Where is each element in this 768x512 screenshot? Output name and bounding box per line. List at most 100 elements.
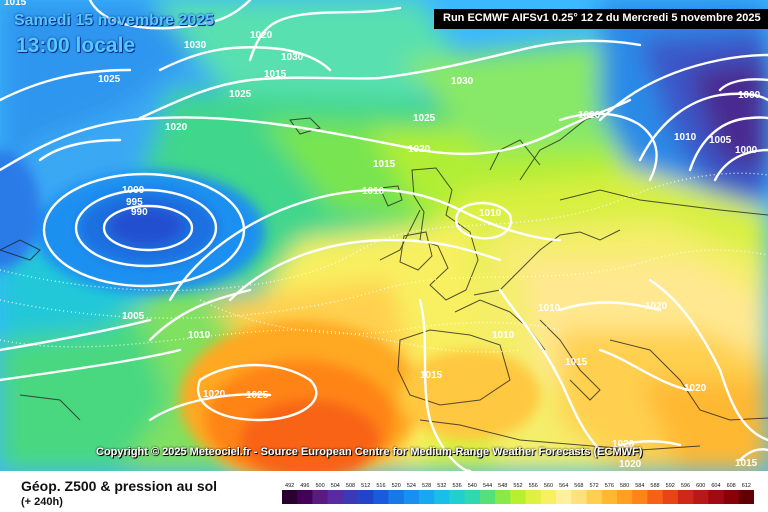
scale-swatch xyxy=(616,490,633,504)
run-info-label: Run ECMWF AIFSv1 0.25° 12 Z du Mercredi … xyxy=(443,12,761,24)
isobar-label: 1015 xyxy=(565,357,588,368)
scale-swatch xyxy=(342,490,359,504)
isobar-label: 1020 xyxy=(612,439,635,450)
scale-tick-label: 544 xyxy=(483,483,492,489)
scale-tick-label: 576 xyxy=(605,483,614,489)
scale-swatch xyxy=(312,490,328,504)
scale-tick-label: 536 xyxy=(453,483,462,489)
scale-tick-label: 580 xyxy=(620,483,629,489)
scale-tick-label: 596 xyxy=(681,483,690,489)
map-title: Géop. Z500 & pression au sol xyxy=(21,478,218,494)
isobar-label: 1000 xyxy=(735,145,758,156)
isobar-label: 1010 xyxy=(362,186,385,197)
scale-tick-label: 612 xyxy=(742,483,751,489)
scale-swatch xyxy=(647,490,663,504)
scale-tick-label: 492 xyxy=(285,483,294,489)
scale-tick-label: 564 xyxy=(559,483,568,489)
isobar-label: 1005 xyxy=(709,135,732,146)
scale-tick-label: 528 xyxy=(422,483,431,489)
scale-swatch xyxy=(540,490,557,504)
isobar-label: 1010 xyxy=(479,208,502,219)
scale-swatch xyxy=(282,490,298,504)
run-info-box xyxy=(434,9,768,29)
z500-contours xyxy=(0,172,768,353)
isobar-label: 1015 xyxy=(420,370,443,381)
scale-tick-label: 572 xyxy=(590,483,599,489)
scale-tick-label: 524 xyxy=(407,483,416,489)
scale-tick-label: 532 xyxy=(437,483,446,489)
scale-tick-label: 552 xyxy=(513,483,522,489)
isobar-label: 990 xyxy=(131,207,148,218)
scale-swatch xyxy=(708,490,724,504)
isobar-label: 1025 xyxy=(98,74,121,85)
isobar-label: 1020 xyxy=(645,301,668,312)
scale-swatch xyxy=(586,490,603,504)
scale-tick-label: 588 xyxy=(650,483,659,489)
weather-map: 1015 1030 1020 1030 1025 1025 1015 1030 … xyxy=(0,0,768,471)
scale-tick-label: 508 xyxy=(346,483,355,489)
scale-swatch xyxy=(373,490,389,504)
scale-tick-label: 540 xyxy=(468,483,477,489)
scale-tick-label: 512 xyxy=(361,483,370,489)
scale-swatch xyxy=(510,490,526,504)
scale-swatch xyxy=(556,490,572,504)
scale-tick-label: 520 xyxy=(392,483,401,489)
isobar-label: 1025 xyxy=(413,113,436,124)
isobar-label: 1030 xyxy=(451,76,474,87)
isobar-label: 1015 xyxy=(264,69,287,80)
isobar-label: 1010 xyxy=(492,330,515,341)
scale-swatch xyxy=(358,490,374,504)
scale-tick-label: 592 xyxy=(666,483,675,489)
isobar-label: 1020 xyxy=(619,459,642,470)
scale-swatch xyxy=(495,490,511,504)
isobar-label: 1030 xyxy=(281,52,304,63)
scale-swatch xyxy=(479,490,496,504)
isobar-labels: 1015 1030 1020 1030 1025 1025 1015 1030 … xyxy=(4,0,761,470)
color-scale-legend: 492 496 500 504 508 512 516 520 524 528 532 536 540 5… xyxy=(282,483,754,504)
scale-tick-label: 516 xyxy=(376,483,385,489)
scale-tick-label: 496 xyxy=(300,483,309,489)
scale-swatch xyxy=(693,490,709,504)
scale-swatch xyxy=(449,490,466,504)
scale-tick-label: 500 xyxy=(315,483,324,489)
scale-swatch xyxy=(434,490,450,504)
isobar-label: 1010 xyxy=(538,303,561,314)
scale-swatch xyxy=(738,490,754,504)
copyright-notice: Copyright © 2025 Meteociel.fr - Source E… xyxy=(96,446,643,458)
scale-tick-label: 608 xyxy=(727,483,736,489)
scale-swatch xyxy=(464,490,481,504)
scale-swatch xyxy=(571,490,587,504)
isobar-label: 1030 xyxy=(184,40,207,51)
isobar-label: 1020 xyxy=(203,389,226,400)
isobar-label: 1020 xyxy=(250,30,273,41)
scale-tick-label: 556 xyxy=(529,483,538,489)
coastlines xyxy=(0,109,768,451)
scale-swatch xyxy=(403,490,420,504)
forecast-time: 13:00 locale xyxy=(16,34,136,57)
scale-tick-label: 600 xyxy=(696,483,705,489)
isobars xyxy=(0,0,768,471)
isobar-label: 1015 xyxy=(4,0,27,8)
isobar-label: 1025 xyxy=(246,390,269,401)
isobar-label: 1010 xyxy=(188,330,211,341)
scale-swatch xyxy=(677,490,694,504)
isobar-label: 1020 xyxy=(165,122,188,133)
isobar-label: 1025 xyxy=(229,89,252,100)
isobar-label: 1000 xyxy=(122,185,145,196)
scale-tick-label: 568 xyxy=(574,483,583,489)
scale-tick-label: 584 xyxy=(635,483,644,489)
scale-tick-label: 504 xyxy=(331,483,340,489)
isobar-label: 1020 xyxy=(684,383,707,394)
isobar-label: 1015 xyxy=(735,458,758,469)
scale-swatch xyxy=(662,490,679,504)
scale-swatch xyxy=(419,490,435,504)
scale-tick-label: 560 xyxy=(544,483,553,489)
isobar-label: 1020 xyxy=(408,144,431,155)
scale-swatch xyxy=(388,490,405,504)
forecast-lead-time: (+ 240h) xyxy=(21,496,63,508)
scale-swatch xyxy=(297,490,313,504)
scale-swatch xyxy=(632,490,648,504)
scale-tick-label: 548 xyxy=(498,483,507,489)
isobar-label: 1005 xyxy=(122,311,145,322)
